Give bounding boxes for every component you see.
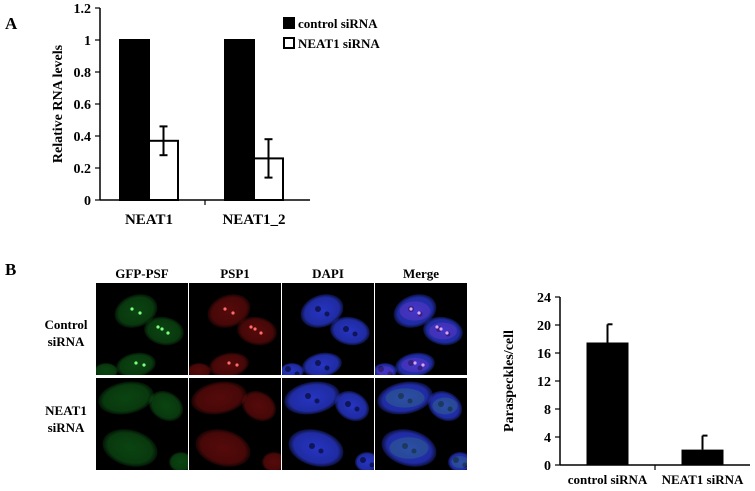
- y-tick-label: 24: [537, 291, 551, 306]
- legend-label: control siRNA: [298, 16, 378, 31]
- x-tick-label: control siRNA: [568, 472, 648, 487]
- bar-neat1: [681, 449, 724, 465]
- y-tick-label: 8: [544, 403, 551, 418]
- chart-relative-rna-levels: 0 0.2 0.4 0.6 0.8 1 1.2 Relative RNA levels NEAT…: [51, 2, 380, 228]
- y-axis-label: Relative RNA levels: [51, 44, 66, 163]
- bar-neat1-control: [119, 39, 150, 201]
- y-tick-label: 0.8: [74, 66, 92, 81]
- micrograph-psp1-row-1: [189, 283, 281, 375]
- panel-b-label: B: [5, 260, 17, 279]
- legend-swatch: [283, 17, 295, 29]
- legend-swatch: [283, 37, 295, 49]
- y-tick-label: 4: [544, 431, 551, 446]
- micrograph-dapi-row-2: [282, 378, 374, 470]
- y-tick-label: 0.6: [74, 98, 92, 113]
- panel-a-label: A: [5, 14, 18, 33]
- micrograph-gfp-psf-row-1: [96, 283, 188, 375]
- micrograph-dapi-row-1: [282, 283, 374, 375]
- y-tick-label: 12: [537, 375, 551, 390]
- row-label-control-line2: siRNA: [47, 334, 85, 349]
- column-label-dapi: DAPI: [312, 266, 344, 281]
- legend-label: NEAT1 siRNA: [298, 36, 380, 51]
- column-label-psp1: PSP1: [220, 266, 250, 281]
- y-tick-label: 1.2: [74, 2, 92, 17]
- row-label-neat1-line1: NEAT1: [45, 403, 87, 418]
- x-tick-label: NEAT1_2: [222, 212, 285, 228]
- micrograph-gfp-psf-row-2: [96, 378, 188, 470]
- column-label-gfp-psf: GFP-PSF: [115, 266, 169, 281]
- row-label-neat1-sirna: NEAT1 siRNA: [26, 402, 106, 436]
- column-label-merge: Merge: [402, 266, 440, 281]
- y-tick-label: 1: [84, 34, 91, 49]
- row-label-control-line1: Control: [44, 317, 88, 332]
- x-tick-label: NEAT1: [125, 212, 173, 228]
- y-tick-label: 20: [537, 319, 551, 334]
- chart-paraspeckles-per-cell: 0 4 8 12 16 20 24 Paraspeckles/cell control siRN…: [502, 291, 750, 487]
- row-label-control-sirna: Control siRNA: [26, 316, 106, 350]
- y-tick-label: 0.4: [74, 130, 92, 145]
- y-tick-label: 0.2: [74, 162, 92, 177]
- row-label-neat1-line2: siRNA: [47, 420, 85, 435]
- y-tick-label: 0: [544, 459, 551, 474]
- micrograph-psp1-row-2: [189, 378, 281, 470]
- micrograph-merge-row-1: [375, 283, 467, 375]
- x-tick-label: NEAT1 siRNA: [662, 472, 744, 487]
- micrograph-merge-row-2: [375, 378, 467, 470]
- y-tick-label: 16: [537, 347, 551, 362]
- y-axis-label: Paraspeckles/cell: [502, 330, 517, 432]
- y-tick-label: 0: [84, 194, 91, 209]
- bar-control: [586, 342, 629, 465]
- bar-neat1_2-control: [224, 39, 255, 201]
